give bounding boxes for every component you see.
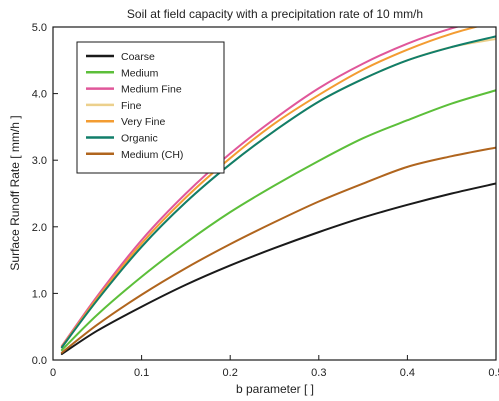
y-tick-label: 0.0: [32, 355, 47, 367]
x-tick-label: 0.5: [488, 367, 499, 379]
x-tick-label: 0.1: [134, 367, 149, 379]
chart-title: Soil at field capacity with a precipitat…: [127, 7, 423, 21]
y-tick-label: 1.0: [32, 288, 47, 300]
legend-label-medium-ch: Medium (CH): [121, 149, 183, 161]
plot-frame: [52, 26, 497, 361]
legend-label-organic: Organic: [121, 133, 158, 145]
x-axis-title: b parameter [ ]: [236, 382, 314, 396]
series-line-very-fine: [60, 27, 480, 348]
legend: Coarse Medium Medium Fine Fine Very Fine Orga…: [76, 41, 225, 174]
legend-label-medium-fine: Medium Fine: [121, 84, 182, 96]
series-line-medium: [60, 89, 496, 352]
y-tick-label: 3.0: [32, 155, 47, 167]
legend-label-fine: Fine: [121, 100, 142, 112]
legend-box: [76, 41, 225, 174]
legend-label-medium: Medium: [121, 67, 159, 79]
series-line-coarse: [60, 182, 496, 356]
x-tick-label: 0.3: [311, 367, 326, 379]
legend-label-very-fine: Very Fine: [121, 116, 166, 128]
y-tick-label: 2.0: [32, 222, 47, 234]
x-tick-label: 0.2: [223, 367, 238, 379]
x-tick-label: 0.4: [400, 367, 415, 379]
y-tick-label: 4.0: [32, 89, 47, 101]
series-line-medium-fine: [60, 27, 461, 348]
x-tick-label: 0: [50, 367, 56, 379]
series-line-organic: [60, 35, 496, 349]
series-line-medium-ch: [60, 146, 496, 354]
plot-lines: [60, 27, 496, 356]
legend-label-coarse: Coarse: [121, 51, 155, 63]
y-axis-ticks: 0.0 1.0 2.0 3.0 4.0 5.0: [32, 22, 58, 367]
x-axis-ticks: 0 0.1 0.2 0.3 0.4 0.5: [50, 355, 499, 379]
y-tick-label: 5.0: [32, 22, 47, 34]
y-axis-title: Surface Runoff Rate [ mm/h ]: [8, 115, 22, 270]
